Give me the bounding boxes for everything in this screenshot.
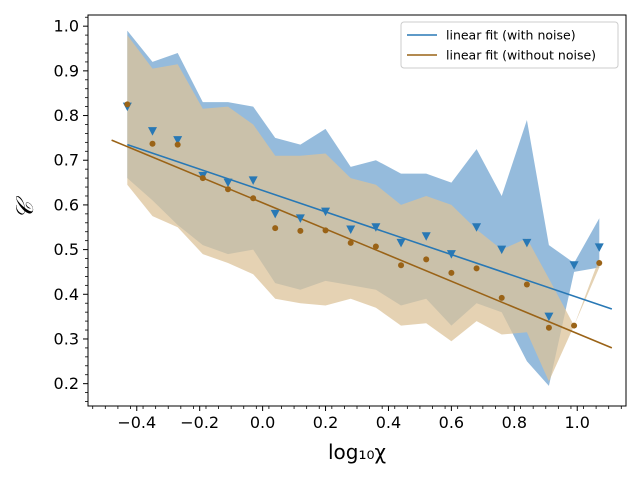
y-tick-label: 0.5 (54, 240, 79, 259)
marker-series-2-point (596, 260, 603, 267)
marker-series-1-point (147, 127, 157, 136)
marker-series-2-point (225, 186, 232, 193)
y-tick-label: 1.0 (54, 17, 79, 36)
y-axis-label: 𝒞 (11, 195, 39, 219)
x-tick-label: 0.4 (376, 413, 401, 432)
marker-series-2-point (149, 140, 156, 147)
marker-series-2-point (423, 256, 430, 263)
confidence-bands (127, 30, 600, 386)
fit-lines (111, 139, 613, 349)
marker-series-1-point (223, 178, 233, 188)
marker-series-1-point (421, 232, 431, 241)
marker-series-2-point (398, 262, 405, 269)
marker-series-2-point (297, 227, 304, 234)
x-tick-label: 1.0 (565, 413, 590, 432)
legend-label-series-2: linear fit (without noise) (446, 48, 596, 63)
x-tick-label: 0.0 (250, 413, 275, 432)
marker-series-1-point (544, 312, 554, 322)
marker-series-2-point (571, 322, 578, 329)
marker-series-1-point (346, 225, 356, 234)
y-tick-label: 0.8 (54, 106, 79, 125)
data-markers (122, 101, 604, 331)
marker-series-1-point (270, 209, 280, 219)
y-tick-label: 0.2 (54, 374, 79, 393)
marker-series-2-point (199, 175, 206, 182)
fit-line-series-1 (127, 143, 613, 310)
marker-series-2-point (498, 294, 505, 301)
marker-series-1-point (569, 261, 579, 270)
x-tick-label: −0.4 (117, 413, 156, 432)
band-series-2 (127, 35, 600, 382)
x-tick-label: 0.2 (313, 413, 338, 432)
marker-series-1-point (446, 250, 456, 259)
legend-label-series-1: linear fit (with noise) (446, 28, 576, 43)
y-tick-label: 0.9 (54, 61, 79, 80)
marker-series-2-point (124, 101, 131, 108)
marker-series-1-point (522, 238, 532, 248)
marker-series-2-point (473, 265, 480, 272)
marker-series-1-point (371, 223, 381, 232)
marker-series-2-point (174, 141, 181, 148)
x-tick-label: 0.6 (439, 413, 464, 432)
marker-series-1-point (594, 243, 604, 252)
y-tick-label: 0.3 (54, 329, 79, 348)
marker-series-1-point (497, 245, 507, 255)
marker-series-2-point (272, 225, 279, 232)
marker-series-2-point (347, 239, 354, 246)
marker-series-1-point (295, 214, 305, 223)
x-tick-label: −0.2 (180, 413, 219, 432)
x-axis-label: log₁₀χ (328, 440, 386, 464)
marker-series-2-point (545, 324, 552, 331)
legend: linear fit (with noise) linear fit (witho… (400, 21, 619, 69)
legend-box (400, 21, 619, 69)
marker-series-2-point (322, 227, 329, 234)
marker-series-2-point (250, 195, 257, 202)
marker-series-1-point (248, 176, 258, 185)
fit-line-series-2 (111, 139, 613, 349)
x-tick-label: 0.8 (502, 413, 527, 432)
y-axis: 0.2 0.3 0.4 0.5 0.6 0.7 0.8 0.9 1.0 (54, 17, 88, 402)
marker-series-2-point (448, 269, 455, 276)
marker-series-1-point (396, 238, 406, 248)
marker-series-2-point (523, 281, 530, 288)
marker-series-1-point (173, 136, 183, 145)
y-tick-label: 0.7 (54, 151, 79, 170)
marker-series-2-point (372, 243, 379, 250)
x-axis: −0.4 −0.2 0.0 0.2 0.4 0.6 0.8 1.0 (92, 406, 622, 432)
marker-series-1-point (321, 207, 331, 217)
y-tick-label: 0.4 (54, 285, 79, 304)
marker-series-1-point (472, 223, 482, 232)
y-tick-label: 0.6 (54, 195, 79, 214)
